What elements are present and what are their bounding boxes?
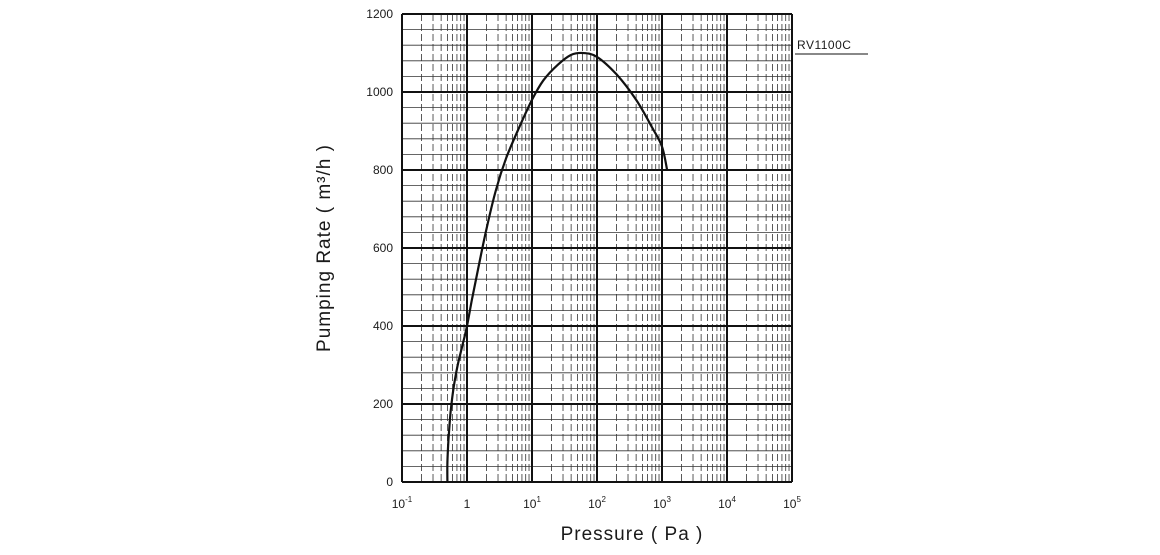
series-layer: RV1100C (446, 38, 868, 483)
y-tick-label: 1000 (366, 85, 393, 99)
tick-labels: 0 200 400 600 800 1000 1200 10-1 1 101 102 103 104 10… (366, 7, 801, 511)
x-tick-label: 10-1 (392, 495, 413, 511)
x-tick-label: 105 (783, 495, 801, 511)
y-axis-title: Pumping Rate ( m³/h ) (314, 144, 335, 352)
x-axis-title: Pressure ( Pa ) (561, 524, 704, 545)
y-tick-label: 200 (373, 397, 393, 411)
x-tick-label: 104 (718, 495, 736, 511)
x-tick-label: 1 (464, 497, 471, 511)
y-tick-label: 800 (373, 163, 393, 177)
x-tick-label: 102 (588, 495, 606, 511)
series-label: RV1100C (797, 38, 851, 52)
y-tick-label: 0 (386, 475, 393, 489)
y-tick-label: 600 (373, 241, 393, 255)
series-line-rv1100c (446, 51, 669, 483)
x-tick-label: 103 (653, 495, 671, 511)
y-tick-label: 1200 (366, 7, 393, 21)
grid (401, 13, 793, 483)
y-tick-label: 400 (373, 319, 393, 333)
x-tick-label: 101 (523, 495, 541, 511)
